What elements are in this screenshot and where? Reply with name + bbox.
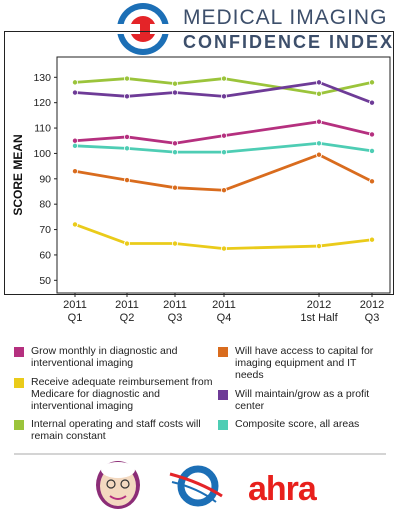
data-point bbox=[72, 168, 79, 175]
data-point bbox=[171, 149, 178, 156]
data-point bbox=[124, 177, 131, 184]
x-tick-label-year: 2012 bbox=[307, 299, 331, 311]
series-line bbox=[74, 153, 373, 192]
y-tick-label: 80 bbox=[39, 199, 51, 211]
header-title: MEDICAL IMAGING bbox=[183, 6, 388, 29]
legend-swatch bbox=[218, 420, 228, 430]
data-point bbox=[171, 184, 178, 191]
data-point bbox=[124, 75, 131, 82]
data-point bbox=[72, 89, 79, 96]
legend-label: Will have access to capital for imaging … bbox=[235, 345, 374, 381]
legend-swatch bbox=[218, 347, 228, 357]
data-point bbox=[171, 240, 178, 247]
data-point bbox=[171, 80, 178, 87]
legend-item: Will maintain/grow as a profit center bbox=[218, 388, 383, 412]
grandmother-mascot-icon bbox=[96, 461, 140, 509]
legend-label: Will maintain/grow as a profit center bbox=[235, 388, 370, 412]
x-tick-label-period: Q3 bbox=[168, 312, 183, 324]
x-tick-label-period: Q1 bbox=[68, 312, 83, 324]
data-point bbox=[368, 236, 375, 243]
legend-label: Composite score, all areas bbox=[235, 418, 360, 430]
y-tick-label: 90 bbox=[39, 173, 51, 185]
data-point bbox=[368, 79, 375, 86]
data-point bbox=[368, 147, 375, 154]
data-point bbox=[315, 140, 322, 147]
y-tick-label: 60 bbox=[39, 249, 51, 261]
data-point bbox=[124, 133, 131, 140]
data-point bbox=[171, 89, 178, 96]
data-point bbox=[72, 221, 79, 228]
y-tick-label: 70 bbox=[39, 224, 51, 236]
header: MEDICAL IMAGING CONFIDENCE INDEX bbox=[0, 0, 400, 58]
legend-item: Composite score, all areas bbox=[218, 418, 388, 430]
x-tick-label-year: 2011 bbox=[115, 299, 139, 311]
y-tick-label: 100 bbox=[33, 148, 51, 160]
data-point bbox=[315, 243, 322, 250]
x-tick-label-period: Q2 bbox=[120, 312, 135, 324]
footer bbox=[0, 452, 400, 516]
data-point bbox=[368, 178, 375, 185]
legend-item: Internal operating and staff costs will … bbox=[14, 418, 204, 442]
legend-swatch bbox=[14, 378, 24, 388]
data-point bbox=[220, 245, 227, 252]
x-tick-label-year: 2011 bbox=[163, 299, 187, 311]
legend-label: Receive adequate reimbursement from Medi… bbox=[31, 376, 213, 412]
series-line bbox=[74, 141, 373, 154]
data-point bbox=[220, 187, 227, 194]
data-point bbox=[72, 137, 79, 144]
data-point bbox=[171, 140, 178, 147]
y-tick-label: 50 bbox=[39, 275, 51, 287]
plot-area bbox=[56, 56, 391, 294]
legend-label: Internal operating and staff costs will … bbox=[31, 418, 201, 442]
data-point bbox=[315, 79, 322, 86]
data-point bbox=[315, 118, 322, 125]
plot-frame bbox=[4, 31, 394, 295]
data-point bbox=[72, 142, 79, 149]
legend-item: Receive adequate reimbursement from Medi… bbox=[14, 376, 214, 412]
legend-label: Grow monthly in diagnostic and intervent… bbox=[31, 345, 178, 369]
data-point bbox=[368, 131, 375, 138]
footer-logos bbox=[14, 453, 386, 509]
header-subtitle: CONFIDENCE INDEX bbox=[183, 32, 395, 52]
data-point bbox=[72, 79, 79, 86]
ahra-logo: ahra bbox=[248, 470, 317, 508]
data-point bbox=[124, 93, 131, 100]
data-point bbox=[315, 151, 322, 158]
data-point bbox=[124, 240, 131, 247]
series-line bbox=[74, 223, 373, 250]
data-point bbox=[368, 99, 375, 106]
y-axis-label: SCORE MEAN bbox=[11, 134, 25, 215]
series-line bbox=[74, 120, 373, 145]
x-tick-label-period: Q4 bbox=[217, 312, 232, 324]
x-tick-label-year: 2012 bbox=[360, 299, 384, 311]
legend-item: Will have access to capital for imaging … bbox=[218, 345, 383, 381]
y-tick-label: 130 bbox=[33, 72, 51, 84]
data-point bbox=[315, 90, 322, 97]
x-tick-label-year: 2011 bbox=[63, 299, 87, 311]
data-point bbox=[124, 145, 131, 152]
data-point bbox=[220, 149, 227, 156]
legend-swatch bbox=[14, 420, 24, 430]
series-line bbox=[74, 80, 373, 104]
series-line bbox=[74, 77, 373, 96]
legend-swatch bbox=[14, 347, 24, 357]
blue-red-swoosh-logo-icon bbox=[169, 465, 223, 507]
data-point bbox=[220, 93, 227, 100]
medical-imaging-logo-icon bbox=[108, 3, 180, 55]
x-tick-label-period: 1st Half bbox=[300, 312, 338, 324]
x-tick-label-period: Q3 bbox=[365, 312, 380, 324]
data-point bbox=[220, 75, 227, 82]
data-point bbox=[220, 132, 227, 139]
y-tick-label: 120 bbox=[33, 97, 51, 109]
x-tick-label-year: 2011 bbox=[212, 299, 236, 311]
legend-item: Grow monthly in diagnostic and intervent… bbox=[14, 345, 194, 369]
legend-swatch bbox=[218, 390, 228, 400]
y-tick-label: 110 bbox=[34, 123, 51, 135]
